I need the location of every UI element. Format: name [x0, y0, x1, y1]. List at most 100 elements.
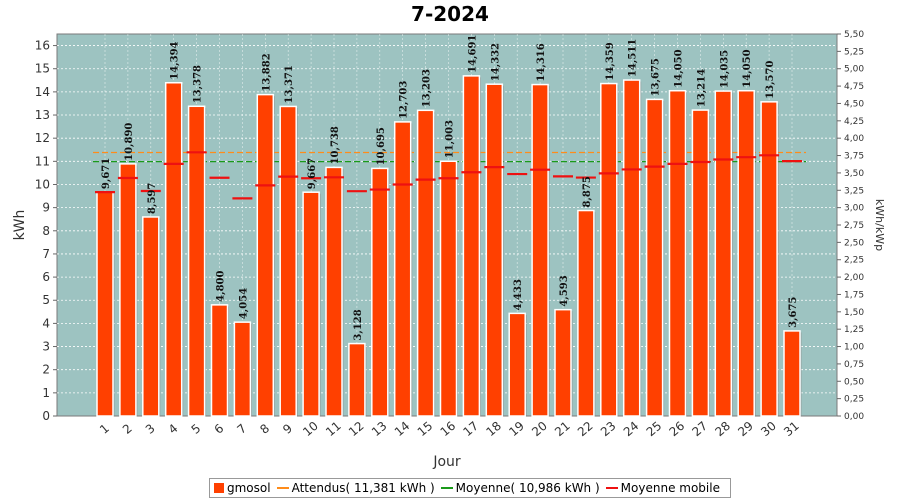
bar — [325, 166, 343, 417]
bar-data-label: 14,511 — [628, 39, 639, 77]
bar — [233, 321, 252, 417]
bar — [485, 83, 504, 417]
bar-data-label: 13,675 — [651, 58, 662, 96]
y-tick-label-right: 1,00 — [844, 343, 864, 353]
y-tick-label-left: 10 — [35, 177, 50, 191]
y-tick-label-right: 3,25 — [844, 186, 864, 196]
x-tick-label: 30 — [758, 419, 779, 440]
x-tick-label: 21 — [552, 419, 573, 440]
legend-item: Moyenne( 10,986 kWh ) — [440, 481, 600, 495]
bar — [554, 308, 572, 417]
y-tick-label-right: 3,50 — [844, 169, 864, 179]
x-tick-label: 31 — [781, 419, 802, 440]
legend-label: Moyenne( 10,986 kWh ) — [455, 481, 600, 495]
x-tick-label: 6 — [212, 421, 227, 437]
y-tick-label-right: 1,25 — [844, 325, 864, 335]
y-tick-label-left: 11 — [35, 154, 50, 168]
bar — [348, 342, 366, 417]
legend-item: Moyenne mobile — [605, 481, 720, 495]
bar-data-label: 13,203 — [422, 69, 433, 107]
legend-label: gmosol — [227, 481, 271, 495]
y-tick-label-right: 3,75 — [844, 152, 864, 162]
x-tick-label: 15 — [415, 419, 436, 440]
y-tick-label-right: 4,25 — [844, 117, 864, 127]
y-tick-label-left: 12 — [35, 131, 50, 145]
bar-data-label: 3,675 — [788, 297, 799, 328]
legend-swatch — [276, 487, 289, 489]
y-tick-label-right: 3,00 — [844, 204, 864, 214]
bar — [508, 312, 526, 417]
bar-data-label: 10,695 — [376, 127, 387, 165]
y-tick-label-left: 0 — [42, 409, 50, 423]
legend-label: Attendus( 11,381 kWh ) — [291, 481, 435, 495]
bar-data-label: 14,394 — [170, 41, 181, 79]
bar-data-label: 3,128 — [353, 309, 364, 340]
x-tick-label: 25 — [644, 419, 665, 440]
y-tick-label-left: 6 — [42, 270, 50, 284]
legend-label: Moyenne mobile — [620, 481, 720, 495]
y-tick-label-right: 1,75 — [844, 290, 864, 300]
bar-data-label: 14,035 — [719, 50, 730, 88]
bar — [371, 167, 389, 417]
y-tick-label-left: 3 — [42, 340, 50, 354]
x-axis-label: Jour — [432, 454, 461, 470]
y-tick-label-right: 5,50 — [844, 30, 864, 40]
legend-swatch — [214, 483, 224, 493]
bar — [142, 216, 160, 417]
bar — [416, 109, 435, 417]
x-tick-label: 14 — [392, 419, 413, 440]
bar — [577, 209, 595, 417]
bar — [760, 101, 778, 417]
bar-data-label: 14,691 — [467, 35, 478, 73]
x-tick-label: 10 — [300, 419, 321, 440]
chart-plot: 0123456789101112131415160,000,250,500,75… — [12, 30, 886, 470]
bar-data-label: 8,875 — [582, 176, 593, 207]
bar — [783, 330, 801, 417]
x-tick-label: 24 — [621, 419, 642, 440]
bar — [462, 75, 481, 417]
y-tick-label-right: 2,75 — [844, 221, 864, 231]
bar — [164, 82, 183, 417]
bar — [645, 98, 664, 417]
x-tick-label: 17 — [460, 419, 481, 440]
bar-data-label: 13,214 — [696, 69, 707, 107]
bar — [737, 89, 755, 417]
x-tick-label: 18 — [483, 419, 504, 440]
y-axis-label-left: kWh — [12, 210, 28, 241]
x-tick-label: 9 — [280, 421, 295, 437]
y-tick-label-left: 9 — [42, 201, 50, 215]
y-tick-label-right: 4,00 — [844, 134, 864, 144]
x-tick-label: 28 — [712, 419, 733, 440]
chart-legend: gmosol Attendus( 11,381 kWh ) Moyenne( 10,… — [209, 478, 731, 498]
x-tick-label: 26 — [667, 419, 688, 440]
bar-data-label: 14,359 — [605, 42, 616, 80]
y-tick-label-right: 2,50 — [844, 238, 864, 248]
bar-data-label: 4,593 — [559, 275, 570, 306]
y-tick-label-left: 5 — [42, 293, 50, 307]
x-tick-label: 22 — [575, 419, 596, 440]
y-tick-label-right: 0,25 — [844, 395, 864, 405]
y-tick-label-right: 0,75 — [844, 360, 864, 370]
y-tick-label-left: 7 — [42, 247, 50, 261]
bar — [531, 83, 549, 417]
x-tick-label: 16 — [438, 419, 459, 440]
legend-item: Attendus( 11,381 kWh ) — [276, 481, 435, 495]
bar — [279, 105, 297, 417]
x-tick-label: 2 — [120, 421, 135, 437]
bar — [668, 89, 687, 417]
bar — [256, 93, 275, 417]
x-tick-label: 20 — [529, 419, 550, 440]
x-tick-label: 11 — [323, 419, 344, 440]
x-tick-label: 8 — [257, 421, 272, 437]
y-tick-label-right: 2,25 — [844, 256, 864, 266]
x-tick-label: 12 — [346, 419, 367, 440]
x-tick-label: 19 — [506, 419, 527, 440]
x-tick-label: 7 — [234, 421, 249, 437]
legend-item: gmosol — [214, 481, 271, 495]
y-tick-label-right: 4,50 — [844, 99, 864, 109]
x-tick-label: 1 — [97, 421, 112, 437]
bar-data-label: 14,316 — [536, 43, 547, 81]
bar — [302, 191, 320, 417]
bar — [600, 82, 618, 417]
bar-data-label: 9,667 — [307, 158, 318, 189]
